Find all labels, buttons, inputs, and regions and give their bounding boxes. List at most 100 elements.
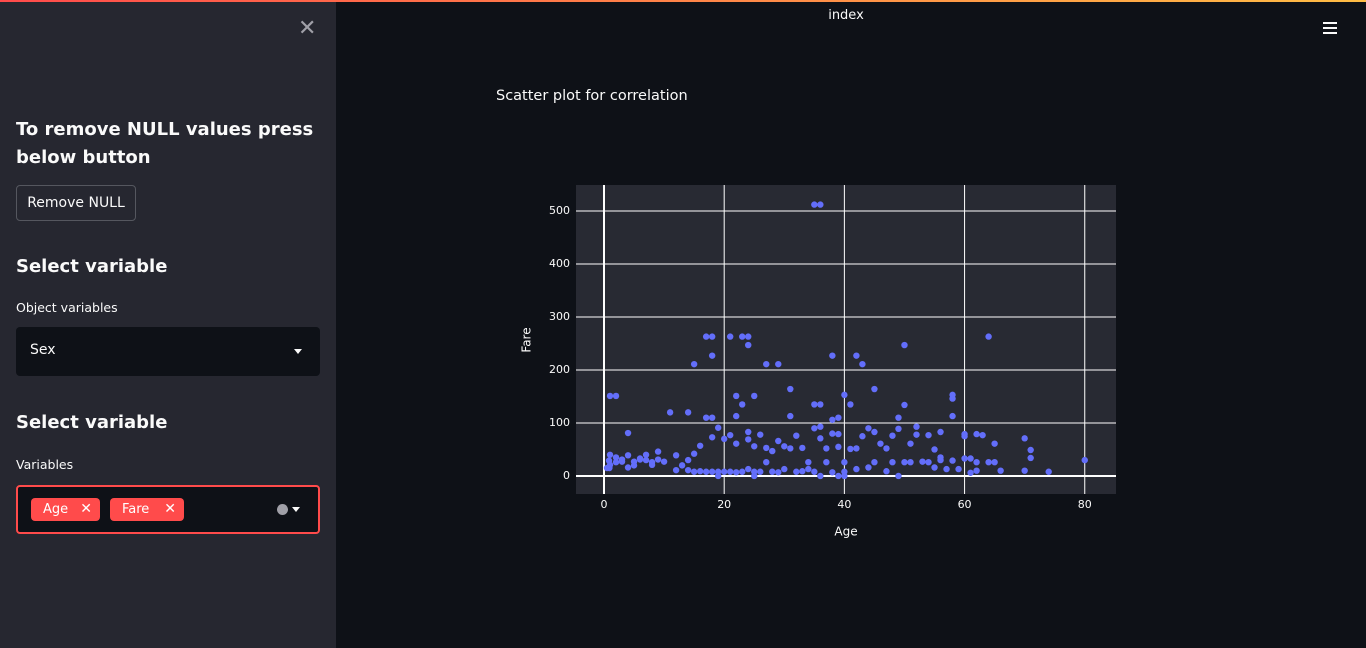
point [648,458,656,466]
point [865,425,872,432]
select-box[interactable]: Sex [16,327,320,376]
point [991,458,998,466]
x-tick-label: 40 [837,498,851,511]
point [883,445,890,452]
point [726,468,734,475]
tag-remove[interactable]: ✕ [80,501,92,517]
x-tick-label: 80 [1078,498,1092,511]
point [991,440,998,447]
point [961,455,968,462]
point [973,430,980,438]
point [666,409,674,416]
point [1027,446,1034,454]
tag[interactable]: Age ✕ [31,498,100,521]
chart-title: Scatter plot for correlation [496,88,688,104]
point [654,456,662,463]
y-tick-label: 200 [549,363,570,376]
tag-text: Age [43,502,69,517]
tag-text: Fare [122,502,150,517]
point [690,468,698,475]
point [763,458,770,466]
x-tick-label: 60 [958,498,972,511]
point [1021,435,1028,442]
point [787,385,794,393]
point [726,333,734,340]
point [612,458,620,466]
point [690,360,698,368]
point [714,424,722,431]
point [624,452,632,459]
point [949,457,956,464]
point [871,428,878,436]
point [799,468,806,475]
x-tick-label: 20 [717,498,731,511]
point [967,469,974,476]
point [817,401,824,408]
point [787,412,794,420]
point [889,432,896,439]
point [925,431,932,439]
point [895,472,902,480]
point [696,442,704,449]
point [835,472,842,480]
point [877,440,884,447]
point [702,414,710,421]
point [817,435,824,442]
point [612,392,620,400]
point [708,468,716,475]
point [787,445,794,452]
point [943,465,950,473]
point [793,468,800,475]
point [835,414,842,421]
point [757,468,764,475]
point [745,333,752,340]
clear-all[interactable] [277,504,288,515]
point [642,451,650,458]
point [745,341,752,349]
top-bar [0,0,1366,2]
point [835,430,842,438]
point [684,456,692,464]
point [829,352,836,359]
point [739,333,746,340]
point [859,360,866,368]
point [853,352,860,359]
point [859,433,866,440]
point [714,472,722,480]
point [763,444,770,452]
dropdown-caret [292,507,300,512]
tag[interactable]: Fare ✕ [110,498,184,521]
x-axis-label: Age [834,525,857,539]
point [745,436,752,443]
point [793,432,800,439]
close-sidebar[interactable]: ✕ [298,16,317,41]
menu-button[interactable] [1323,22,1337,37]
point [624,464,632,471]
point [895,425,902,433]
point [684,466,692,474]
tag-remove[interactable]: ✕ [164,501,176,517]
point [726,431,734,439]
multiselect-box[interactable]: Age ✕ Fare ✕ [16,485,320,534]
remove-null-button[interactable]: Remove NULL [16,185,136,221]
point [702,468,710,475]
sidebar: ✕ To remove NULL values press below butt… [0,2,336,648]
point [1027,454,1034,462]
y-tick-label: 300 [549,310,570,323]
point [919,458,926,465]
point [925,458,932,466]
point [901,458,908,466]
point [702,333,710,340]
point [751,472,758,480]
section-title: Select variable [16,256,168,277]
plot-area [576,185,1116,494]
point [853,465,860,473]
point [799,444,806,452]
point [985,458,992,466]
point [1021,467,1028,474]
point [979,431,986,439]
point [841,391,848,399]
point [973,467,980,474]
point [775,469,782,476]
